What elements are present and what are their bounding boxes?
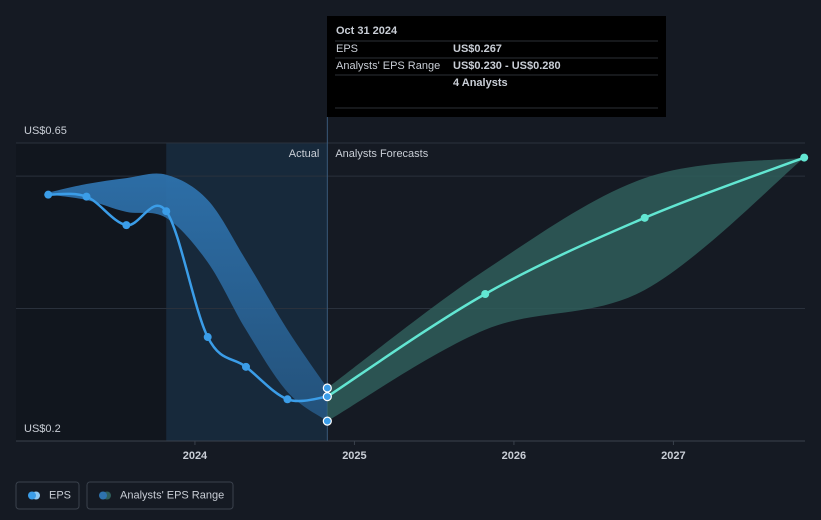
x-tick-label: 2027 [661, 450, 685, 462]
hover-point [322, 383, 332, 393]
legend-item[interactable]: EPS [15, 481, 80, 510]
eps-range-band [48, 173, 328, 422]
y-tick-label: US$0.2 [24, 423, 61, 435]
legend-label[interactable]: EPS [49, 489, 71, 501]
actual-label: Actual [289, 148, 320, 160]
eps-point [162, 207, 171, 216]
legend-button[interactable] [15, 481, 80, 510]
eps-line [48, 192, 328, 403]
eps-point [241, 362, 250, 371]
forecast-label: Analysts Forecasts [335, 148, 428, 160]
eps-point [44, 190, 53, 199]
eps-line [326, 156, 805, 398]
tooltip-box [327, 16, 666, 117]
eps-point [203, 333, 212, 342]
eps-point [800, 153, 809, 162]
x-tick-label: 2026 [502, 450, 526, 462]
hover-point [322, 392, 332, 402]
legend-label[interactable]: Analysts' EPS Range [120, 489, 224, 501]
tooltip-note: 4 Analysts [453, 77, 508, 89]
tooltip-value: US$0.230 - US$0.280 [453, 60, 561, 72]
x-tick-label: 2025 [342, 450, 366, 462]
tooltip-label: Analysts' EPS Range [336, 60, 440, 72]
eps-range-band [327, 157, 805, 422]
eps-point [122, 221, 131, 230]
legend-swatch [28, 491, 36, 500]
legend-button[interactable] [86, 481, 234, 510]
legend-item[interactable]: Analysts' EPS Range [86, 481, 234, 510]
eps-point [283, 395, 292, 404]
legend-swatch [99, 491, 107, 500]
tooltip-value: US$0.267 [453, 43, 502, 55]
eps-point [82, 192, 91, 201]
hover-point [322, 416, 332, 426]
eps-point [481, 289, 490, 298]
eps-point [640, 213, 649, 222]
x-tick-label: 2024 [183, 450, 208, 462]
tooltip-date: Oct 31 2024 [336, 25, 398, 37]
y-tick-label: US$0.65 [24, 125, 67, 137]
tooltip-label: EPS [336, 43, 358, 55]
